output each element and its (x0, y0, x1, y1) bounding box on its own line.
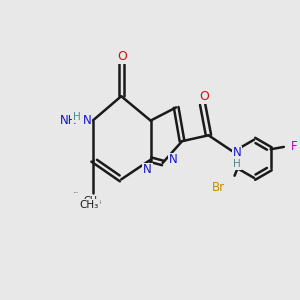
Text: H: H (73, 112, 80, 122)
Text: CH₃: CH₃ (80, 200, 99, 210)
Text: NH: NH (60, 114, 77, 127)
Text: H: H (233, 159, 241, 169)
Text: CH₃: CH₃ (84, 196, 102, 206)
Text: N: N (83, 114, 92, 127)
Text: Br: Br (212, 181, 225, 194)
Text: N: N (169, 154, 177, 166)
Text: N: N (233, 146, 242, 159)
Text: N: N (143, 164, 152, 176)
Text: O: O (199, 90, 209, 103)
Text: methyl: methyl (74, 192, 79, 193)
Text: O: O (118, 50, 128, 63)
Text: F: F (291, 140, 297, 153)
